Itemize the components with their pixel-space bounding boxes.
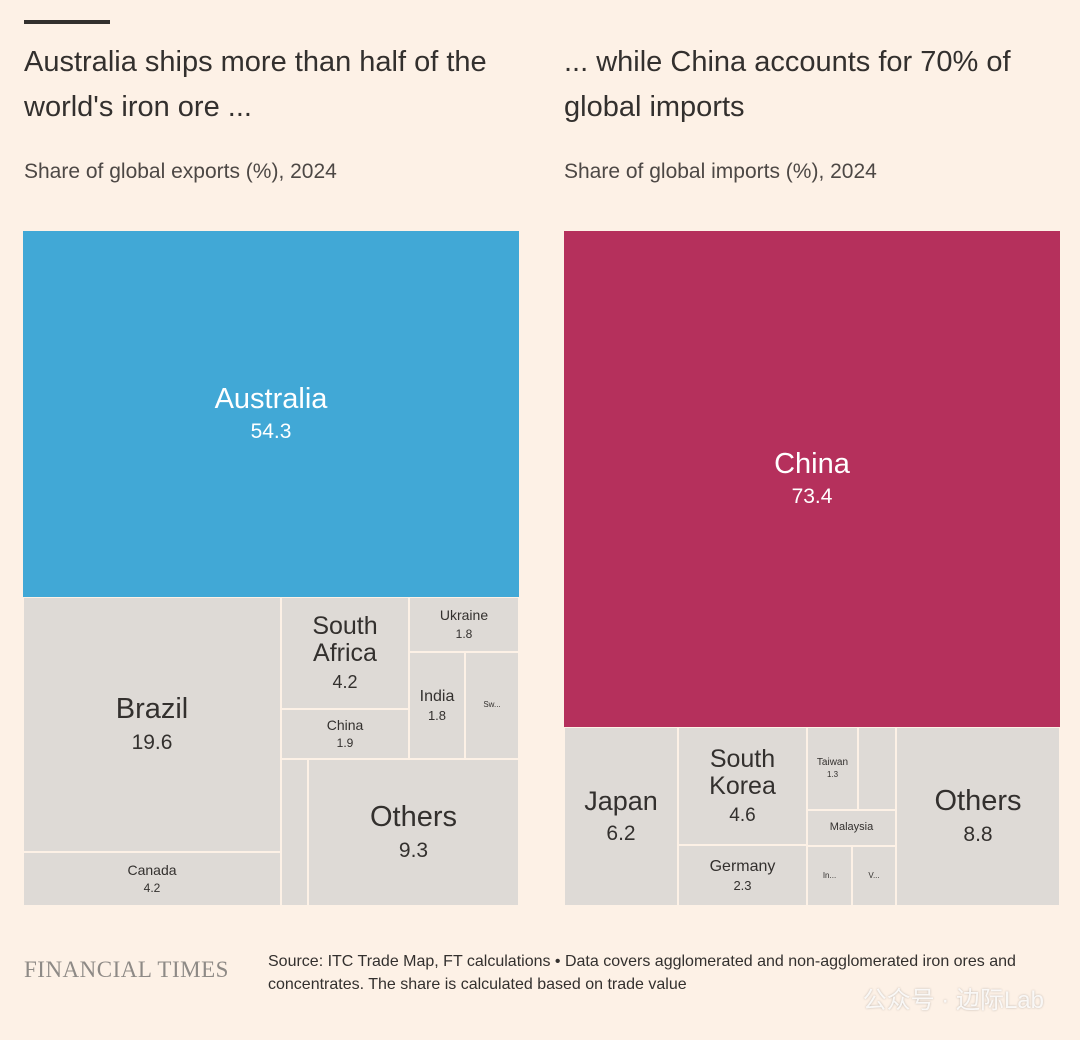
cell-value: 8.8 — [963, 822, 993, 846]
cell-value: 1.8 — [427, 708, 447, 724]
cell-value: 4.2 — [332, 672, 358, 692]
treemap-cell-import-5: Taiwan 1.3 — [807, 727, 858, 810]
cell-label: Japan — [584, 786, 658, 817]
cell-label: South Africa — [312, 612, 378, 667]
treemap-cell-import-7: Malaysia — [807, 810, 896, 846]
treemap-cell-export-4: South Africa 4.2 — [281, 597, 409, 709]
cell-label: Brazil — [115, 693, 189, 726]
cell-value: 54.3 — [250, 420, 292, 444]
cell-label: South Korea — [709, 744, 776, 800]
treemap-cell-export-2: Brazil 19.6 — [23, 597, 281, 852]
imports-treemap: China 73.4 Japan 6.2 South Korea 4.6 Germany 2.… — [564, 231, 1060, 906]
cell-value: 1.8 — [455, 626, 473, 641]
cell-label: Taiwan — [816, 756, 849, 768]
cell-label: China — [774, 447, 850, 480]
cell-label: Malaysia — [829, 821, 874, 834]
right-subtitle: Share of global imports (%), 2024 — [564, 160, 877, 183]
cell-label: Germany — [709, 857, 776, 875]
source-note: Source: ITC Trade Map, FT calculations •… — [268, 953, 1016, 993]
cell-value: 9.3 — [398, 838, 429, 862]
cell-label: In... — [822, 870, 837, 880]
treemap-cell-export-3: Canada 4.2 — [23, 852, 281, 906]
exports-treemap: Australia 54.3 Brazil 19.6 Canada 4.2 South Af… — [23, 231, 519, 906]
treemap-cell-import-9: V... — [852, 846, 896, 906]
treemap-cell-import-6 — [858, 727, 896, 810]
cell-label: China — [326, 716, 364, 733]
cell-label: Others — [934, 785, 1022, 818]
cell-value: 4.6 — [729, 804, 756, 826]
treemap-cell-export-9 — [281, 759, 308, 906]
treemap-cell-import-2: Japan 6.2 — [564, 727, 678, 906]
cell-label: Sw... — [483, 700, 501, 710]
cell-value: 1.9 — [336, 736, 354, 751]
cell-label: Others — [369, 801, 458, 834]
treemap-cell-export-1: Australia 54.3 — [23, 231, 519, 597]
cell-value: 1.3 — [826, 770, 839, 780]
left-title: Australia ships more than half of the wo… — [24, 46, 487, 123]
treemap-cell-export-10: Others 9.3 — [308, 759, 519, 906]
cell-value: 19.6 — [131, 730, 173, 754]
treemap-cell-import-3: South Korea 4.6 — [678, 727, 807, 845]
cell-value: 73.4 — [791, 485, 833, 509]
treemap-cell-import-10: Others 8.8 — [896, 727, 1060, 906]
cell-value: 6.2 — [606, 821, 636, 845]
left-subtitle: Share of global exports (%), 2024 — [24, 160, 337, 183]
treemap-cell-import-8: In... — [807, 846, 852, 906]
right-title: ... while China accounts for 70% of glob… — [564, 46, 1011, 123]
treemap-cell-import-4: Germany 2.3 — [678, 845, 807, 906]
cell-value: 2.3 — [733, 878, 752, 894]
cell-label: Australia — [214, 382, 328, 415]
cell-label: India — [419, 687, 455, 705]
cell-label: Ukraine — [439, 607, 489, 624]
treemap-cell-export-6: Ukraine 1.8 — [409, 597, 519, 652]
header-rule — [24, 20, 110, 24]
treemap-cell-export-7: India 1.8 — [409, 652, 465, 759]
treemap-cell-export-5: China 1.9 — [281, 709, 409, 759]
ft-logo: FINANCIAL TIMES — [24, 957, 229, 982]
cell-label: V... — [868, 870, 880, 880]
cell-value: 4.2 — [143, 881, 161, 896]
treemap-cell-export-8: Sw... — [465, 652, 519, 759]
treemap-cell-import-1: China 73.4 — [564, 231, 1060, 727]
wechat-watermark: 公众号 · 边际Lab — [862, 987, 1044, 1014]
cell-label: Canada — [127, 861, 177, 878]
